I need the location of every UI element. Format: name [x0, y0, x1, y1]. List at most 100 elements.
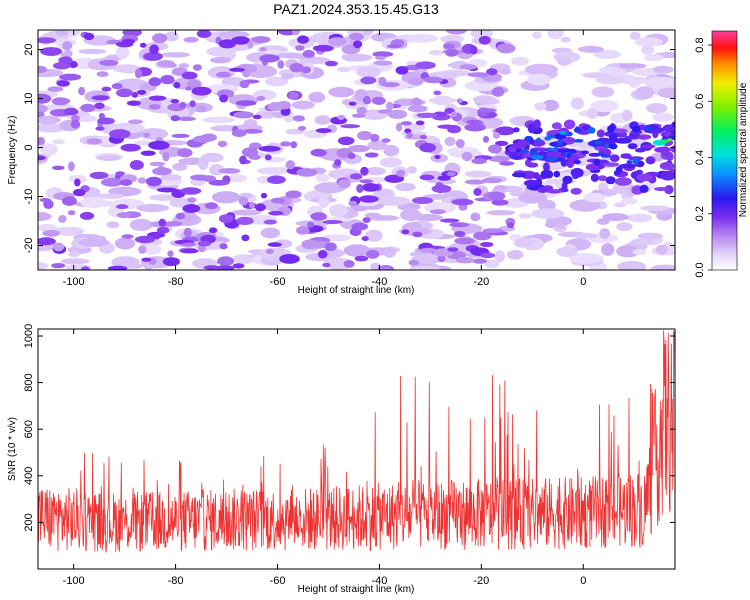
spectrogram-blob — [235, 100, 257, 106]
spectrogram-blob — [197, 244, 206, 253]
spectrogram-blob — [197, 241, 211, 247]
spectrogram-blob — [609, 133, 618, 141]
spectrogram-blob — [340, 124, 361, 129]
spectrogram-blob — [149, 194, 178, 201]
spectrogram-blob — [164, 221, 183, 227]
spectrogram-blob — [513, 127, 520, 133]
spectrogram-blob — [660, 139, 669, 144]
spectrogram-blob — [655, 244, 668, 255]
spectrogram-blob — [52, 139, 66, 145]
spectrogram-blob — [314, 115, 331, 125]
spectrogram-blob — [201, 152, 224, 163]
spectrogram-blob — [77, 115, 97, 123]
spectrogram-blob — [259, 54, 280, 63]
spectrogram-blob — [602, 213, 629, 222]
spectrogram-blob — [373, 60, 393, 66]
spectrogram-blob — [79, 211, 95, 220]
spectrogram-blob — [566, 160, 574, 169]
snr-y-tick-label: 600 — [23, 420, 35, 438]
spectrogram-blob — [530, 139, 546, 147]
spectrogram-blob — [419, 134, 427, 140]
spectrogram-blob — [379, 157, 402, 168]
spectrogram-blob — [357, 130, 373, 141]
spectrogram-blob — [651, 264, 675, 270]
spectrogram-blob — [183, 227, 192, 238]
spectrogram-blob — [353, 40, 363, 49]
spectrogram-blob — [208, 179, 229, 186]
spectrogram-blob — [626, 213, 653, 223]
spectrogram-blob — [406, 132, 413, 139]
spectrogram-blob — [352, 113, 366, 118]
spectrogram-blob — [171, 133, 190, 138]
spectrogram-blob — [337, 114, 345, 120]
spectrogram-blob — [153, 232, 161, 240]
spectrogram-blob — [593, 49, 622, 59]
spectrogram-blob — [367, 140, 388, 151]
spectrogram-blob — [68, 161, 75, 172]
spectrogram-blob — [218, 39, 237, 49]
spectrogram-blob — [480, 241, 494, 248]
spectrogram-blob — [68, 251, 81, 258]
spectrogram-blob — [554, 133, 565, 140]
spectrogram-blob — [377, 196, 411, 206]
spectrogram-blob — [415, 61, 436, 70]
spectrogram-blob — [96, 71, 109, 77]
spectrogram-blob — [657, 87, 675, 99]
spectrogram-blob — [251, 36, 271, 44]
spectrogram-blob — [241, 234, 250, 242]
spectrogram-blob — [175, 212, 185, 220]
spectrogram-blob — [329, 204, 349, 217]
spectrogram-blob — [60, 258, 90, 265]
snr-x-tick-label: -20 — [473, 575, 489, 587]
spectrogram-blob — [63, 107, 79, 116]
spectrogram-blob — [161, 52, 191, 58]
spectrogram-blob — [202, 116, 236, 124]
spectrogram-blob — [291, 100, 315, 110]
spectrogram-blob — [187, 197, 197, 203]
spectrogram-blob — [267, 175, 286, 184]
spectrogram-blob — [126, 100, 141, 106]
spectrogram-blob — [473, 188, 482, 196]
spectrogram-blob — [328, 37, 348, 47]
spectrogram-blob — [196, 30, 212, 38]
spectrogram-blob — [495, 126, 516, 136]
spectrogram-blob — [268, 210, 284, 216]
spectrogram-blob — [328, 86, 355, 98]
spectrogram-blob — [260, 192, 268, 199]
spectrogram-blob — [106, 221, 120, 229]
spectrogram-blob — [347, 152, 356, 159]
spectrogram-blob — [616, 245, 640, 258]
colorbar-tick-label: 0.0 — [694, 262, 706, 277]
spectrogram-blob — [531, 208, 565, 219]
spectrogram-blob — [364, 152, 379, 158]
spectrogram-blobs — [38, 30, 675, 270]
spectrogram-blob — [80, 196, 107, 209]
spectrogram-blob — [38, 137, 45, 146]
spectrogram-blob — [662, 124, 675, 132]
spectrogram-blob — [405, 33, 438, 43]
spectrogram-blob — [324, 242, 337, 251]
spectrogram-blob — [51, 263, 66, 269]
spectrogram-blob — [486, 68, 498, 76]
spectrogram-blob — [258, 145, 281, 152]
spectrogram-blob — [617, 261, 647, 270]
spectrogram-blob — [112, 64, 141, 73]
spectrogram-blob — [546, 150, 565, 159]
spectrogram-blob — [570, 98, 584, 110]
spectrogram-blob — [507, 222, 515, 229]
spectrogram-blob — [587, 127, 596, 134]
spectrogram-blob — [499, 68, 511, 75]
spectrogram-blob — [107, 265, 128, 270]
spectrogram-blob — [434, 155, 441, 159]
spectrogram-blob — [614, 177, 632, 186]
spectrogram-blob — [242, 128, 263, 134]
spectrogram-blob — [277, 60, 285, 69]
spectrogram-blob — [145, 176, 162, 187]
spectrogram-blob — [247, 40, 254, 49]
spectrogram-blob — [626, 160, 633, 164]
spectrogram-blob — [260, 227, 281, 239]
colorbar-tick-label: 0.6 — [694, 94, 706, 109]
spectrogram-blob — [219, 94, 229, 103]
